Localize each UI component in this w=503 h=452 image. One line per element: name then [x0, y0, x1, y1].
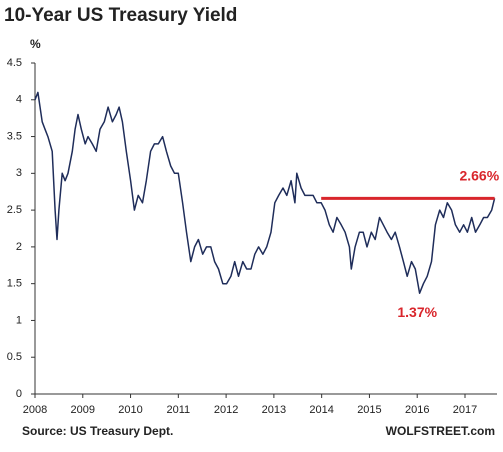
y-tick-label: 3 — [16, 167, 22, 179]
y-tick-label: 2 — [16, 241, 22, 253]
annotation: 2.66% — [459, 168, 499, 184]
y-tick-label: 1.5 — [7, 278, 22, 290]
annotation: 1.37% — [397, 304, 437, 320]
line — [34, 91, 496, 294]
x-tick-label: 2015 — [357, 404, 381, 416]
y-tick-label: 0.5 — [7, 351, 22, 363]
source: Source: US Treasury Dept. — [22, 424, 173, 438]
y-tick-label: 4.5 — [7, 57, 22, 69]
x-tick-label: 2012 — [214, 404, 238, 416]
y-tick-label: 4 — [16, 94, 22, 106]
y-tick-label: 3.5 — [7, 130, 22, 142]
x-tick-label: 2010 — [118, 404, 142, 416]
x-tick-label: 2014 — [309, 404, 333, 416]
y-tick-label: 2.5 — [7, 204, 22, 216]
x-tick-label: 2017 — [453, 404, 477, 416]
y-tick-label: 0 — [16, 388, 22, 400]
x-tick-label: 2013 — [262, 404, 286, 416]
x-tick-label: 2016 — [405, 404, 429, 416]
credit: WOLFSTREET.com — [386, 424, 495, 438]
x-tick-label: 2009 — [71, 404, 95, 416]
x-tick-label: 2011 — [167, 404, 191, 416]
y-tick-label: 1 — [16, 314, 22, 326]
y-axis-label: % — [30, 37, 41, 51]
x-tick-label: 2008 — [23, 404, 47, 416]
chart-title: 10-Year US Treasury Yield — [4, 5, 237, 26]
